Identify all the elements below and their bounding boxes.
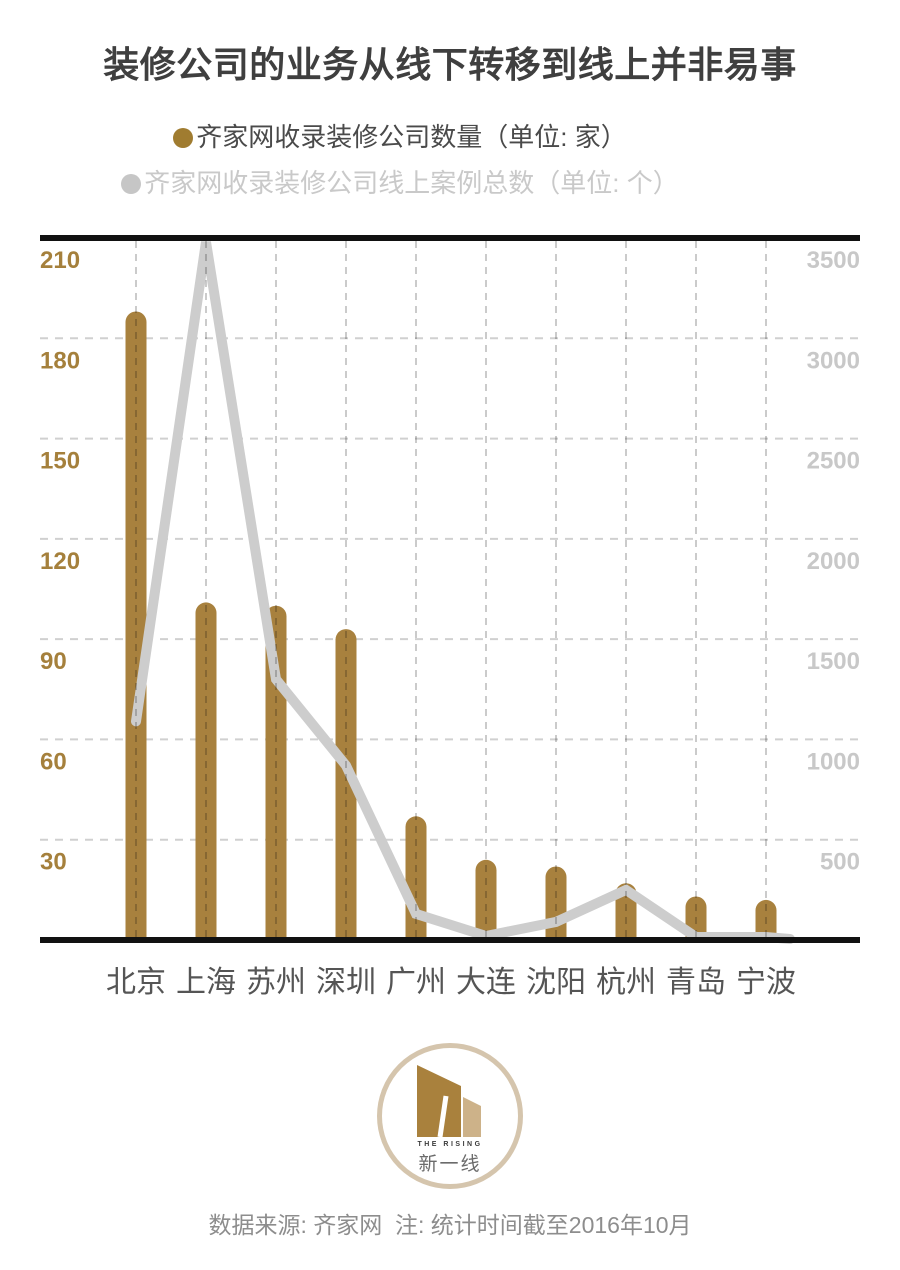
rising-logo-mark-icon: [417, 1065, 481, 1138]
left-axis-tick: 60: [40, 748, 67, 775]
logo-text-en: THE RISING: [417, 1141, 483, 1148]
bar-深圳: [335, 629, 357, 940]
legend: 齐家网收录装修公司数量（单位: 家） 齐家网收录装修公司线上案例总数（单位: 个…: [0, 114, 850, 206]
left-axis-tick: 90: [40, 648, 67, 675]
legend-label-cases: 齐家网收录装修公司线上案例总数（单位: 个）: [144, 168, 679, 198]
right-axis-tick: 2500: [807, 448, 860, 475]
bar-北京: [125, 311, 147, 940]
x-axis-label-北京: 北京: [106, 966, 166, 999]
left-axis-tick: 210: [40, 247, 80, 274]
x-axis-label-沈阳: 沈阳: [526, 966, 586, 999]
chart-title: 装修公司的业务从线下转移到线上并非易事: [103, 44, 797, 85]
axis-top-rule: [40, 235, 860, 241]
x-axis-label-苏州: 苏州: [246, 966, 306, 999]
left-axis-tick: 120: [40, 548, 80, 575]
left-axis-tick: 30: [40, 849, 67, 876]
right-axis-tick: 1500: [807, 648, 860, 675]
right-axis-tick: 500: [820, 849, 860, 876]
bar-上海: [195, 602, 217, 940]
x-axis-label-杭州: 杭州: [596, 966, 656, 999]
logo-big-building-shape: [417, 1065, 461, 1137]
rising-lab-logo: THE RISING 新一线: [377, 1043, 523, 1189]
logo-text-cn: 新一线: [418, 1154, 482, 1175]
x-axis-label-上海: 上海: [176, 966, 236, 999]
bar-沈阳: [545, 866, 567, 940]
x-axis-label-大连: 大连: [456, 966, 516, 999]
x-axis-label-深圳: 深圳: [316, 966, 376, 999]
legend-dot-gold-icon: [173, 128, 194, 148]
legend-item-cases: 齐家网收录装修公司线上案例总数（单位: 个）: [0, 160, 850, 206]
legend-dot-gray-icon: [121, 174, 142, 194]
right-axis-tick: 3500: [807, 247, 860, 274]
combo-chart: 210 180 150 120 90 60 30 3500 3000 2500 2000 1500 10…: [40, 235, 860, 999]
right-axis-tick: 3000: [807, 347, 860, 374]
logo-small-building-shape: [463, 1097, 481, 1137]
right-axis-tick: 1000: [807, 748, 860, 775]
bar-大连: [475, 859, 497, 940]
x-axis-label-宁波: 宁波: [736, 966, 796, 999]
logo-notch: [437, 1095, 449, 1138]
line-series: [131, 241, 795, 944]
axis-bottom-rule: [40, 937, 860, 943]
source-note: 数据来源: 齐家网 注: 统计时间截至2016年10月: [208, 1212, 692, 1238]
x-axis-label-广州: 广州: [386, 966, 446, 999]
left-axis-tick: 180: [40, 347, 80, 374]
legend-label-companies: 齐家网收录装修公司数量（单位: 家）: [196, 122, 627, 152]
right-axis-tick: 2000: [807, 548, 860, 575]
left-axis-tick: 150: [40, 448, 80, 475]
legend-item-companies: 齐家网收录装修公司数量（单位: 家）: [0, 114, 850, 160]
x-axis-label-青岛: 青岛: [666, 966, 726, 999]
